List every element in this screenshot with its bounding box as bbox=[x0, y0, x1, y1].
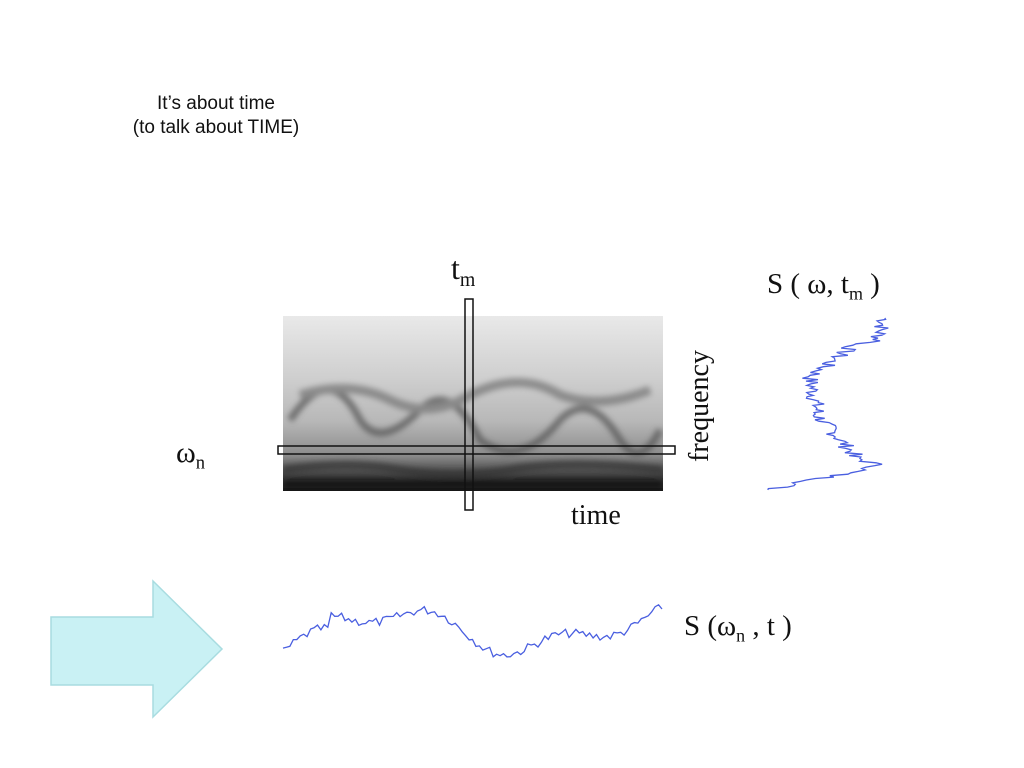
right-arrow-shape bbox=[50, 579, 224, 719]
time-axis-label: time bbox=[571, 500, 621, 531]
spectrum-label-subscript: m bbox=[848, 283, 863, 304]
time-marker-base: t bbox=[451, 250, 460, 286]
spectrum-slice-label: S ( ω, tm ) bbox=[767, 268, 880, 304]
spectrum-label-prefix: S ( ω, t bbox=[767, 268, 849, 300]
omega-subscript: n bbox=[195, 452, 206, 474]
spectrum-slice-trace bbox=[767, 317, 889, 491]
time-slice-label: S (ωn , t ) bbox=[684, 610, 792, 646]
time-slice-trace bbox=[282, 603, 663, 658]
spectrum-label-suffix: ) bbox=[862, 268, 880, 300]
time-marker-subscript: m bbox=[459, 268, 476, 291]
title-line-1: It’s about time bbox=[157, 93, 275, 114]
time-slice-label-subscript: n bbox=[736, 625, 746, 646]
title-line-2: (to talk about TIME) bbox=[132, 117, 300, 138]
time-slice-label-prefix: S (ω bbox=[684, 610, 737, 642]
frequency-axis-label: frequency bbox=[684, 350, 715, 462]
slide-title: It’s about time (to talk about TIME) bbox=[96, 92, 336, 140]
time-marker-label: tm bbox=[451, 250, 475, 292]
time-marker-box bbox=[464, 298, 474, 511]
frequency-marker-box bbox=[277, 445, 676, 455]
omega-base: ω bbox=[176, 436, 196, 469]
omega-n-label: ωn bbox=[176, 436, 205, 475]
time-slice-label-suffix: , t ) bbox=[745, 610, 792, 642]
